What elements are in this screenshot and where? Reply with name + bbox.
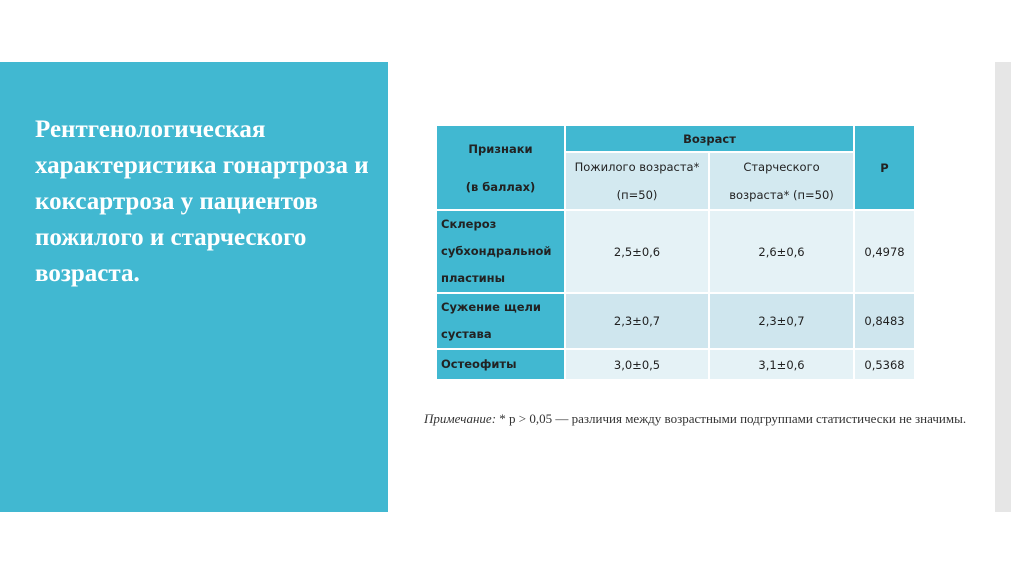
results-table: Признаки (в баллах) Возраст P Пожилого во… (435, 124, 916, 381)
cell-elderly: 2,5±0,6 (566, 211, 708, 292)
title-panel (0, 62, 388, 512)
header-feature: Признаки (в баллах) (437, 126, 564, 209)
header-age: Возраст (566, 126, 853, 151)
header-senile-line2: возраста* (п=50) (729, 188, 834, 202)
scrollbar[interactable] (995, 62, 1011, 512)
header-feature-line1: Признаки (468, 141, 533, 156)
footnote-text: * p > 0,05 — различия между возрастными … (496, 411, 967, 426)
header-elderly-line2: (п=50) (616, 188, 658, 202)
cell-senile: 2,3±0,7 (710, 294, 853, 348)
cell-elderly: 2,3±0,7 (566, 294, 708, 348)
footnote-label: Примечание: (424, 411, 497, 426)
header-p: P (855, 126, 914, 209)
footnote: Примечание: * p > 0,05 — различия между … (424, 412, 984, 426)
header-senile: Старческого возраста* (п=50) (710, 153, 853, 209)
row-feature: Склероз субхондральной пластины (437, 211, 564, 292)
table-row: Сужение щели сустава 2,3±0,7 2,3±0,7 0,8… (437, 294, 914, 348)
header-elderly-line1: Пожилого возраста* (574, 160, 700, 174)
cell-senile: 2,6±0,6 (710, 211, 853, 292)
header-senile-line1: Старческого (743, 160, 820, 174)
cell-p: 0,8483 (855, 294, 914, 348)
slide-title: Рентгенологическая характеристика гонарт… (35, 116, 369, 287)
table-row: Остеофиты 3,0±0,5 3,1±0,6 0,5368 (437, 350, 914, 379)
cell-p: 0,4978 (855, 211, 914, 292)
table-row: Склероз субхондральной пластины 2,5±0,6 … (437, 211, 914, 292)
cell-senile: 3,1±0,6 (710, 350, 853, 379)
cell-p: 0,5368 (855, 350, 914, 379)
header-feature-line2: (в баллах) (465, 179, 536, 194)
cell-elderly: 3,0±0,5 (566, 350, 708, 379)
header-elderly: Пожилого возраста* (п=50) (566, 153, 708, 209)
row-feature: Сужение щели сустава (437, 294, 564, 348)
row-feature: Остеофиты (437, 350, 564, 379)
